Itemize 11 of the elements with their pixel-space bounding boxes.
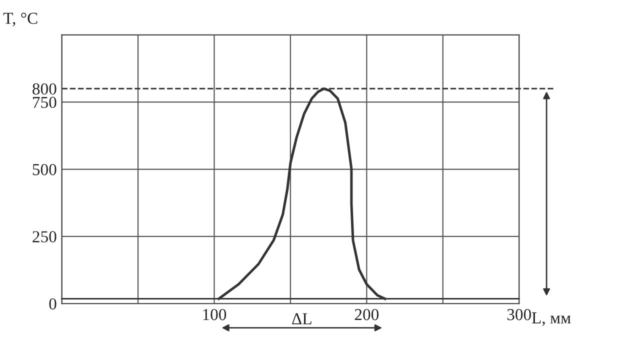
y-tick-label: 0 — [49, 298, 56, 310]
y-axis-title: T, °C — [3, 12, 38, 26]
y-tick-label: 500 — [32, 164, 56, 176]
y-tick-label: 250 — [32, 231, 56, 242]
y-tick-label: 800 — [32, 83, 56, 95]
x-tick-label: 300 — [507, 308, 531, 320]
x-tick-label: 200 — [354, 308, 379, 320]
text: ΔL — [292, 313, 312, 324]
x-tick-label: 100 — [203, 308, 226, 320]
x-axis-title: L, мм — [532, 312, 571, 326]
y-tick-label: 750 — [33, 96, 56, 108]
